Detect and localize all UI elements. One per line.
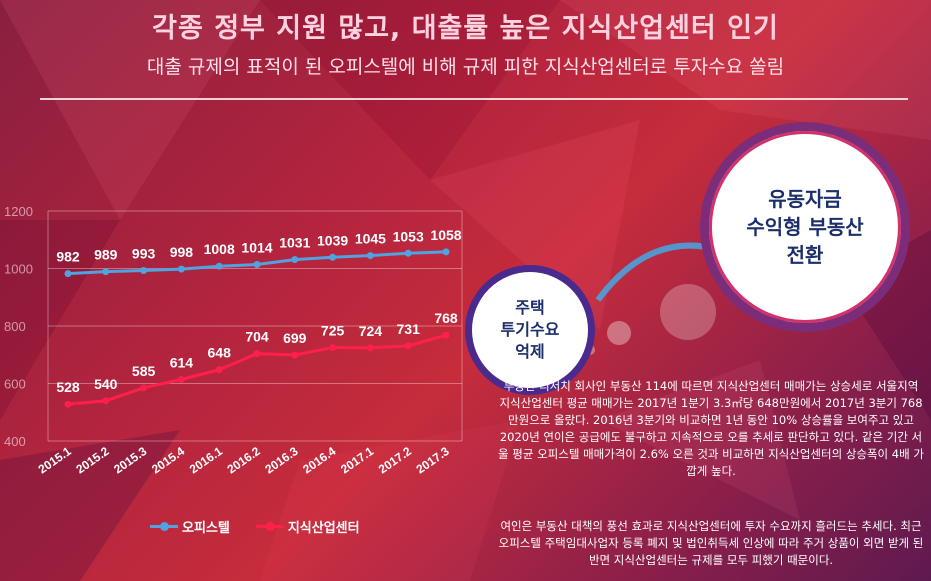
x-tick-label: 2015.1 xyxy=(36,444,74,477)
data-point xyxy=(442,331,450,339)
data-point xyxy=(404,249,412,257)
chart-y-axis: 400 600 800 1000 1200 xyxy=(4,204,33,449)
data-point xyxy=(140,267,148,275)
legend-label-officetel: 오피스텔 xyxy=(182,521,230,536)
data-label: 648 xyxy=(208,345,232,361)
data-point xyxy=(215,366,223,374)
legend-label-knowledge-center: 지식산업센터 xyxy=(287,521,360,536)
data-point xyxy=(215,262,223,270)
data-label: 731 xyxy=(397,321,421,337)
legend-swatch-officetel xyxy=(150,522,178,531)
data-label: 540 xyxy=(94,376,118,392)
page-subtitle: 대출 규제의 표적이 된 오피스텔에 비해 규제 피한 지식산업센터로 투자수요… xyxy=(146,56,785,78)
bubble-housing-speculation: 주택 투기수요 억제 xyxy=(465,265,595,395)
data-point xyxy=(177,375,185,383)
series-line xyxy=(67,333,447,406)
x-tick-label: 2015.4 xyxy=(149,444,187,477)
body-paragraph-2: 여인은 부동산 대책의 풍선 효과로 지식산업센터에 투자 수요까지 흘러드는 … xyxy=(498,519,924,567)
data-label: 768 xyxy=(434,310,458,326)
chart-series: 982 989 993 998 1008 1014 1031 1039 1045 1053 1058… xyxy=(56,227,462,408)
chart-gridlines xyxy=(47,210,463,442)
page-title: 각종 정부 지원 많고, 대출률 높은 지식산업센터 인기 xyxy=(152,13,779,44)
data-point xyxy=(64,400,72,408)
x-tick-label: 2016.1 xyxy=(187,444,225,477)
legend-item-officetel: 오피스텔 xyxy=(150,517,230,536)
data-point xyxy=(64,270,72,278)
x-tick-label: 2015.2 xyxy=(73,444,111,477)
data-point xyxy=(253,350,261,358)
bubble-floating-capital-text: 유동자금 수익형 부동산 전환 xyxy=(746,187,864,267)
x-tick-label: 2017.2 xyxy=(376,444,414,477)
data-point xyxy=(404,342,412,350)
legend-item-knowledge-center: 지식산업센터 xyxy=(255,517,360,536)
data-label: 725 xyxy=(321,323,345,339)
data-label: 585 xyxy=(132,363,156,379)
data-label: 1053 xyxy=(393,228,424,244)
x-tick-label: 2016.2 xyxy=(225,444,263,477)
data-point xyxy=(366,252,374,260)
bubble-floating-capital: 유동자금 수익형 부동산 전환 xyxy=(700,122,910,332)
y-tick-label: 800 xyxy=(4,319,26,334)
data-point xyxy=(177,265,185,273)
data-point xyxy=(329,253,337,261)
data-point xyxy=(442,248,450,256)
legend-swatch-knowledge-center xyxy=(255,522,284,531)
body-paragraph-1: 부동산 리서치 회사인 부동산 114에 따르면 지식산업센터 매매가는 상승세… xyxy=(498,379,924,478)
data-label: 1045 xyxy=(355,231,386,247)
data-label: 1031 xyxy=(279,235,310,251)
x-tick-label: 2016.4 xyxy=(300,444,338,477)
data-point xyxy=(291,256,299,264)
data-label: 1008 xyxy=(204,241,235,257)
data-label: 982 xyxy=(56,249,80,265)
data-point xyxy=(102,397,110,405)
data-label: 704 xyxy=(245,329,269,345)
data-label: 724 xyxy=(359,323,383,339)
x-tick-label: 2015.3 xyxy=(111,444,149,477)
data-label: 998 xyxy=(170,244,194,260)
data-label: 1039 xyxy=(317,232,348,248)
data-point xyxy=(140,384,148,392)
data-point xyxy=(366,344,374,352)
data-label: 1014 xyxy=(241,239,272,255)
data-label: 699 xyxy=(283,330,307,346)
data-point xyxy=(329,344,337,352)
data-label: 993 xyxy=(132,246,156,262)
chart-legend: 오피스텔 지식산업센터 xyxy=(150,517,360,536)
x-tick-label: 2017.1 xyxy=(338,444,376,477)
data-label: 528 xyxy=(56,379,80,395)
data-label: 1058 xyxy=(430,227,461,243)
data-point xyxy=(291,351,299,359)
data-point xyxy=(102,268,110,276)
x-tick-label: 2017.3 xyxy=(414,444,452,477)
chart-x-axis: 2015.1 2015.2 2015.3 2015.4 2016.1 2016.2 2016… xyxy=(36,444,452,477)
bubble-housing-speculation-text: 주택 투기수요 억제 xyxy=(500,298,560,361)
data-label: 989 xyxy=(94,247,118,263)
title-divider xyxy=(40,98,908,100)
y-tick-label: 1200 xyxy=(4,204,33,219)
y-tick-label: 1000 xyxy=(4,262,33,277)
data-label: 614 xyxy=(170,354,194,370)
x-tick-label: 2016.3 xyxy=(262,444,300,477)
data-point xyxy=(253,260,261,268)
y-tick-label: 400 xyxy=(4,434,26,449)
y-tick-label: 600 xyxy=(4,377,26,392)
